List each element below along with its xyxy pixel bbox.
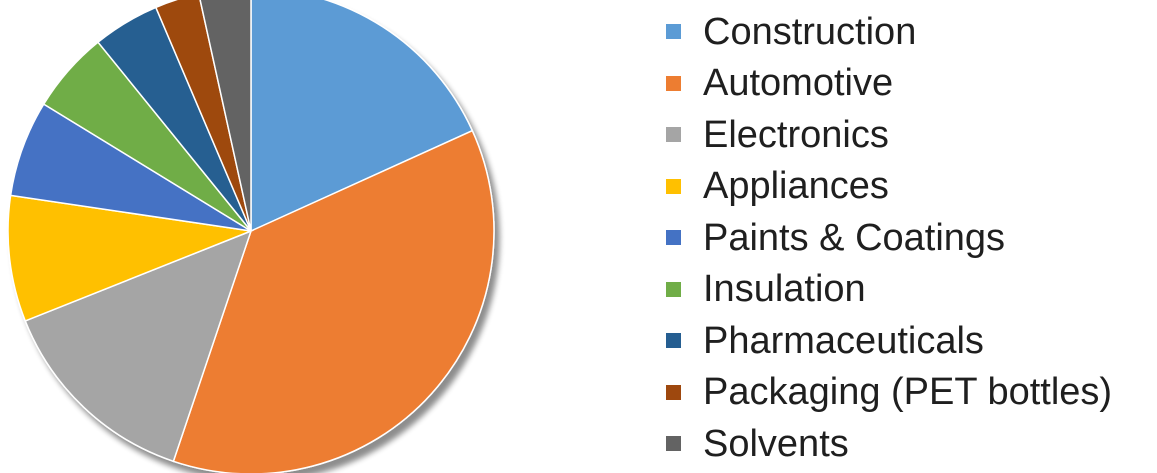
pie-slice-automotive (172, 129, 495, 473)
legend-label-pharmaceuticals: Pharmaceuticals (703, 319, 984, 362)
pie-slice-electronics (24, 229, 253, 463)
legend-entry-pharmaceuticals: Pharmaceuticals (666, 315, 1112, 367)
legend-label-construction: Construction (703, 10, 917, 53)
legend-entry-electronics: Electronics (666, 109, 1112, 161)
legend-swatch-electronics (666, 127, 681, 143)
legend-entry-packaging-pet-bottles: Packaging (PET bottles) (666, 367, 1112, 419)
pie-plot-area (7, 0, 495, 473)
legend-entry-automotive: Automotive (666, 58, 1112, 110)
legend-label-automotive: Automotive (703, 62, 894, 105)
pie-slice-solvents (199, 0, 252, 232)
pie-slice-appliances (7, 194, 254, 322)
legend-entry-solvents: Solvents (666, 418, 1112, 470)
pie-slice-packaging-pet-bottles (154, 0, 252, 232)
legend-swatch-paints-coatings (666, 230, 681, 246)
legend-label-electronics: Electronics (703, 113, 889, 156)
legend-entry-paints-coatings: Paints & Coatings (666, 212, 1112, 264)
legend-swatch-solvents (666, 436, 681, 452)
legend-label-appliances: Appliances (703, 165, 889, 208)
legend-entry-appliances: Appliances (666, 161, 1112, 213)
legend-label-packaging-pet-bottles: Packaging (PET bottles) (703, 371, 1113, 414)
legend-label-insulation: Insulation (703, 268, 866, 311)
pie-slices-group (7, 0, 495, 473)
legend-entry-insulation: Insulation (666, 264, 1112, 316)
legend-swatch-pharmaceuticals (666, 333, 681, 349)
legend-swatch-appliances (666, 178, 681, 194)
legend-entry-construction: Construction (666, 6, 1112, 58)
legend-swatch-insulation (666, 281, 681, 297)
legend-swatch-packaging-pet-bottles (666, 384, 681, 400)
pie-slice-construction (250, 0, 474, 233)
legend-label-paints-coatings: Paints & Coatings (703, 216, 1006, 259)
legend: Construction Automotive Electronics Applian… (666, 6, 1112, 470)
legend-label-solvents: Solvents (703, 422, 849, 465)
legend-swatch-automotive (666, 75, 681, 91)
legend-swatch-construction (666, 24, 681, 40)
